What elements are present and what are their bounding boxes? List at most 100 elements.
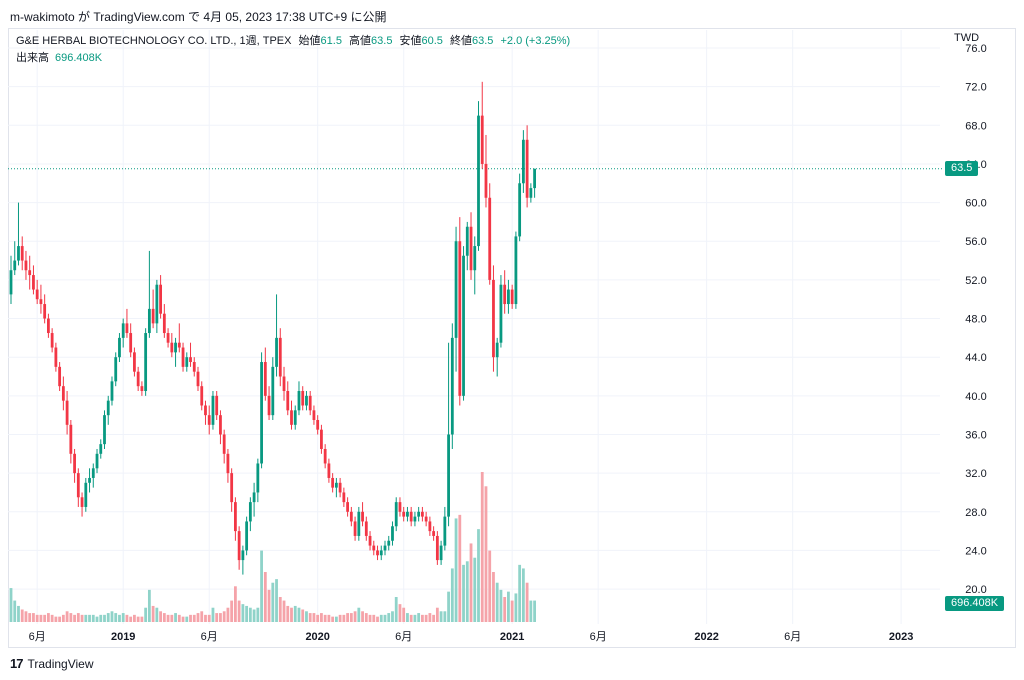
candle-body xyxy=(529,188,533,198)
volume-bar xyxy=(159,611,162,622)
candle-body xyxy=(69,424,73,454)
volume-bar xyxy=(174,613,177,622)
volume-bar xyxy=(133,614,136,622)
y-tick-label: 52.0 xyxy=(965,275,986,287)
volume-bar xyxy=(88,614,91,622)
candle-body xyxy=(275,337,278,367)
candle-body xyxy=(204,405,207,416)
candle-body xyxy=(39,299,43,305)
volume-bar xyxy=(387,613,391,622)
candle-body xyxy=(477,115,480,247)
volume-bar xyxy=(293,605,297,622)
volume-bar xyxy=(140,616,144,622)
candle-body xyxy=(391,526,394,541)
candle-body xyxy=(361,511,364,522)
candle-body xyxy=(166,333,170,343)
candle-body xyxy=(443,516,447,546)
volume-bar xyxy=(432,614,436,622)
candle-body xyxy=(439,545,443,561)
candle-body xyxy=(308,395,312,411)
candle-body xyxy=(260,362,263,464)
volume-bar xyxy=(409,614,413,622)
candle-body xyxy=(462,255,465,396)
chart-frame[interactable] xyxy=(8,28,1016,648)
tradingview-logo-icon: 17 xyxy=(10,656,24,671)
footer-branding[interactable]: 17 TradingView xyxy=(10,656,94,671)
candle-body xyxy=(32,275,35,290)
candle-body xyxy=(118,337,121,358)
candle-body xyxy=(76,473,80,498)
candle-body xyxy=(252,492,256,503)
volume-bar xyxy=(308,613,312,622)
candle-body xyxy=(450,337,454,435)
candle-body xyxy=(114,357,118,382)
volume-bar xyxy=(379,614,383,622)
volume-bar xyxy=(346,613,349,622)
candle-body xyxy=(342,492,346,503)
published-caption: m-wakimoto が TradingView.com で 4月 05, 20… xyxy=(10,10,387,24)
candle-body xyxy=(503,284,507,305)
x-tick-label: 6月 xyxy=(29,631,46,643)
candle-body xyxy=(61,386,65,401)
volume-bar xyxy=(144,607,148,622)
volume-bar xyxy=(84,614,88,622)
volume-bar xyxy=(334,616,338,622)
volume-bar xyxy=(447,591,450,622)
volume-bar xyxy=(76,613,80,622)
symbol-title: G&E HERBAL BIOTECHNOLOGY CO. LTD., 1週, T… xyxy=(16,35,292,47)
volume-bar xyxy=(488,550,492,622)
y-tick-label: 28.0 xyxy=(965,507,986,519)
candle-body xyxy=(73,453,76,474)
volume-bar xyxy=(241,604,245,622)
volume-bar xyxy=(323,614,327,622)
tradingview-brand: TradingView xyxy=(27,656,94,671)
candle-body xyxy=(282,376,286,392)
volume-bar xyxy=(252,609,256,622)
candle-body xyxy=(290,410,293,425)
volume-bar xyxy=(286,605,290,622)
volume-bar xyxy=(462,564,465,622)
volume-bar xyxy=(349,613,353,622)
volume-bar xyxy=(406,613,409,622)
currency-label[interactable]: TWD xyxy=(954,32,980,44)
volume-bar xyxy=(58,616,62,622)
volume-bar xyxy=(177,614,181,622)
x-tick-label: 2021 xyxy=(500,631,524,643)
candle-body xyxy=(499,284,503,343)
volume-bar xyxy=(129,616,133,622)
volume-bar xyxy=(230,600,234,622)
candle-body xyxy=(215,395,219,416)
candle-body xyxy=(50,333,54,348)
open-label: 始値 xyxy=(298,35,321,47)
candle-body xyxy=(174,342,177,353)
volume-bar xyxy=(297,607,301,622)
candle-body xyxy=(409,511,413,522)
volume-bar xyxy=(428,613,432,622)
y-tick-label: 76.0 xyxy=(965,43,986,55)
volume-bar xyxy=(383,614,387,622)
y-tick-label: 40.0 xyxy=(965,391,986,403)
volume-bar xyxy=(435,607,439,622)
volume-bar xyxy=(32,613,35,622)
volume-tag: 696.408K xyxy=(945,596,1005,611)
close-label: 終値 xyxy=(450,35,472,47)
volume-bar xyxy=(353,611,357,622)
volume-bar xyxy=(282,600,286,622)
x-tick-label: 2020 xyxy=(305,631,329,643)
candle-body xyxy=(84,482,88,507)
candle-body xyxy=(346,502,349,512)
candle-body xyxy=(286,391,290,411)
volume-bar xyxy=(521,568,525,622)
candle-body xyxy=(271,366,275,416)
volume-bar xyxy=(234,586,237,622)
candle-body xyxy=(514,236,518,305)
volume-bar xyxy=(50,614,54,622)
volume-bar xyxy=(189,614,192,622)
candle-body xyxy=(406,511,409,517)
volume-bar xyxy=(320,613,323,622)
y-tick-label: 56.0 xyxy=(965,236,986,248)
candle-body xyxy=(518,183,522,237)
candle-body xyxy=(162,313,166,334)
volume-bar xyxy=(368,614,372,622)
